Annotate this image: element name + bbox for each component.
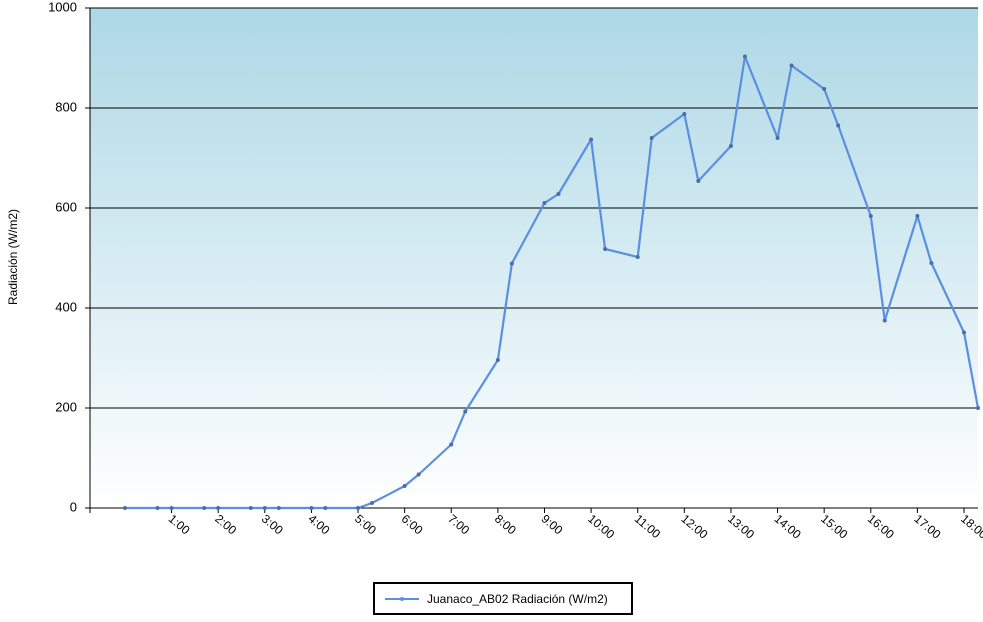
data-point — [323, 506, 328, 510]
data-point — [216, 506, 221, 510]
data-point — [836, 123, 841, 128]
x-tick-label: 6:00 — [399, 512, 426, 538]
data-point — [742, 54, 747, 59]
y-axis-ticks: 0 200 400 600 800 1000 — [48, 0, 90, 514]
legend-swatch — [385, 592, 419, 606]
y-tick-label: 600 — [55, 199, 77, 214]
data-point — [649, 136, 654, 140]
data-point — [868, 214, 873, 218]
data-point — [789, 63, 794, 68]
x-tick-label: 2:00 — [212, 512, 239, 538]
data-point — [509, 261, 514, 266]
data-point — [929, 261, 934, 265]
data-point — [276, 506, 281, 510]
x-tick-label: 1:00 — [166, 512, 193, 538]
data-point — [976, 406, 980, 410]
data-point — [248, 506, 253, 510]
data-point — [682, 112, 687, 116]
data-point — [556, 192, 561, 196]
x-tick-label: 8:00 — [492, 512, 519, 538]
x-tick-label: 13:00 — [725, 512, 757, 542]
data-point — [915, 214, 920, 218]
data-point — [589, 137, 594, 142]
data-point — [202, 506, 207, 510]
data-point — [262, 506, 267, 510]
data-point — [155, 506, 160, 510]
data-point — [356, 506, 361, 510]
y-tick-label: 400 — [55, 299, 77, 314]
series-line — [124, 55, 980, 510]
legend: Juanaco_AB02 Radiación (W/m2) — [373, 582, 633, 615]
x-tick-label: 16:00 — [865, 512, 897, 542]
legend-label: Juanaco_AB02 Radiación (W/m2) — [427, 591, 608, 606]
y-tick-label: 200 — [55, 399, 77, 414]
x-tick-label: 14:00 — [772, 512, 804, 542]
x-tick-label: 17:00 — [911, 512, 943, 542]
gridlines — [90, 7, 978, 409]
y-tick-label: 1000 — [48, 0, 77, 14]
data-point — [882, 318, 887, 323]
y-axis-label: Radiación (W/m2) — [6, 209, 20, 305]
x-tick-label: 18:00 — [958, 512, 983, 542]
data-point — [122, 506, 127, 510]
x-tick-label: 7:00 — [445, 512, 472, 538]
data-point — [463, 409, 468, 414]
data-point — [370, 501, 375, 505]
data-point — [416, 472, 421, 477]
x-tick-label: 10:00 — [585, 512, 617, 542]
x-tick-label: 12:00 — [678, 512, 710, 542]
x-tick-label: 11:00 — [632, 512, 664, 542]
data-point — [495, 358, 500, 362]
data-point — [696, 179, 701, 183]
data-point — [635, 255, 640, 259]
y-tick-label: 800 — [55, 99, 77, 114]
data-point — [603, 247, 608, 251]
x-tick-label: 4:00 — [305, 512, 332, 538]
data-point — [402, 484, 407, 488]
series-group — [122, 54, 980, 510]
plot-area — [90, 8, 978, 508]
x-tick-label: 5:00 — [352, 512, 379, 538]
data-point — [962, 330, 967, 335]
y-tick-label: 0 — [70, 499, 77, 514]
data-point — [775, 136, 780, 140]
x-axis-ticks: 1:00 2:00 3:00 4:00 5:00 6:00 7:00 8:00 9:00 10:0… — [166, 508, 983, 542]
data-point — [542, 201, 547, 205]
data-point — [822, 87, 827, 91]
data-point — [728, 144, 733, 148]
x-tick-label: 3:00 — [259, 512, 286, 538]
data-point — [309, 506, 314, 510]
x-tick-label: 9:00 — [539, 512, 566, 538]
data-point — [169, 506, 174, 510]
data-point — [449, 442, 454, 447]
x-tick-label: 15:00 — [818, 512, 850, 542]
